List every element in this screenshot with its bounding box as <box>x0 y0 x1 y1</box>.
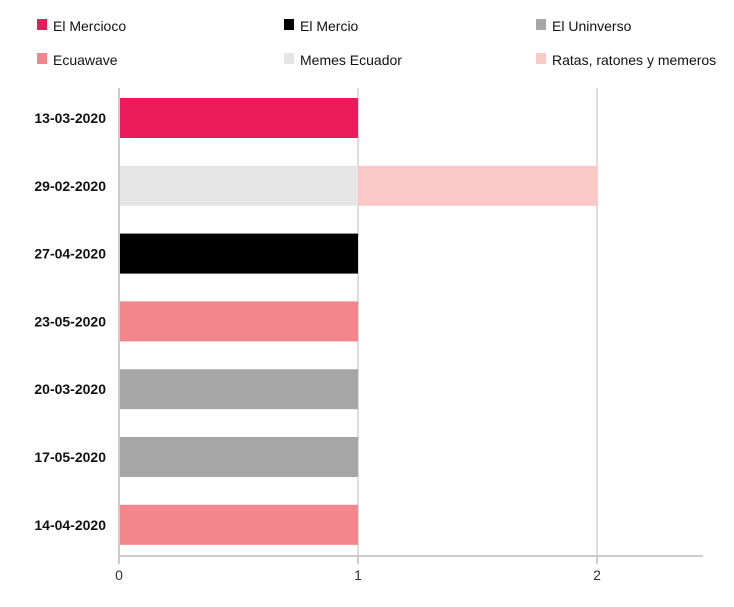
legend-label: Ratas, ratones y memeros <box>552 52 716 68</box>
bar-29-02-2020-series-4 <box>119 165 358 206</box>
category-label: 23-05-2020 <box>34 313 106 329</box>
category-label: 29-02-2020 <box>34 178 106 194</box>
grid-lines <box>357 88 598 556</box>
bar-14-04-2020-series-3 <box>119 504 358 545</box>
legend-swatch-5 <box>536 53 546 64</box>
legend-swatch-1 <box>284 19 294 30</box>
legend-label: El Mercioco <box>53 18 126 34</box>
legend-label: Ecuawave <box>53 52 118 68</box>
legend-swatch-0 <box>37 19 47 30</box>
x-tick-label: 0 <box>115 567 123 583</box>
category-label: 17-05-2020 <box>34 449 106 465</box>
legend-swatch-3 <box>37 53 47 64</box>
legend-label: Memes Ecuador <box>300 52 402 68</box>
bar-27-04-2020-series-1 <box>119 233 358 274</box>
axes: 13-03-2020 29-02-2020 27-04-2020 23-05-2020… <box>34 88 703 583</box>
legend-swatch-4 <box>284 53 294 64</box>
legend: El Mercioco El Mercio El Uninverso Ecuawave… <box>37 18 716 68</box>
bar-23-05-2020-series-3 <box>119 301 358 342</box>
x-tick-label: 2 <box>593 567 601 583</box>
legend-label: El Mercio <box>300 18 359 34</box>
category-label: 14-04-2020 <box>34 517 106 533</box>
bars <box>119 98 597 545</box>
bar-20-03-2020-series-2 <box>119 369 358 410</box>
legend-label: El Uninverso <box>552 18 632 34</box>
category-label: 13-03-2020 <box>34 110 106 126</box>
bar-17-05-2020-series-2 <box>119 437 358 477</box>
bar-29-02-2020-series-5 <box>358 165 597 206</box>
category-label: 20-03-2020 <box>34 381 106 397</box>
bar-13-03-2020-series-0 <box>119 98 358 138</box>
category-label: 27-04-2020 <box>34 246 106 262</box>
legend-swatch-2 <box>536 19 546 30</box>
x-tick-label: 1 <box>354 567 362 583</box>
